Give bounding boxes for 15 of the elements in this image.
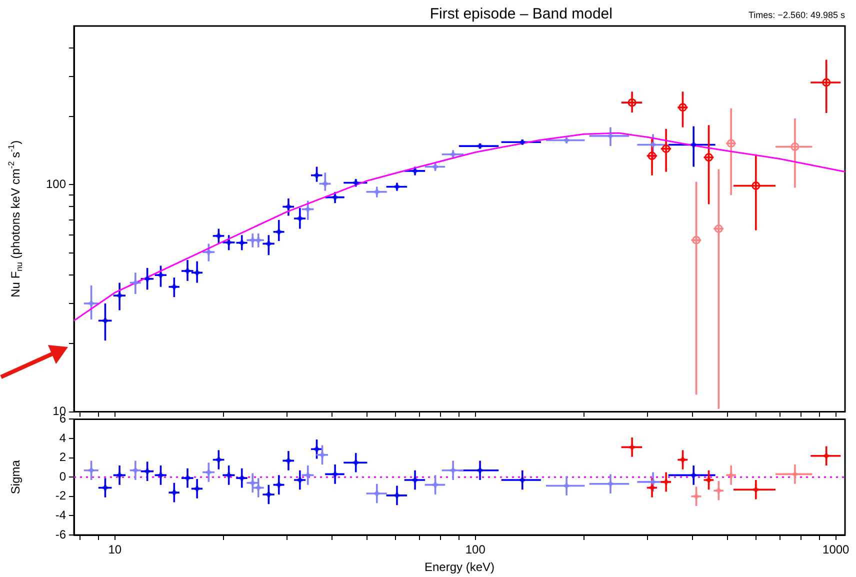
y-axis-title: Nu Fnu (photons keV cm-2 s-1) bbox=[6, 140, 24, 298]
y-tick-label: 4 bbox=[59, 430, 66, 445]
x-axis-title: Energy (keV) bbox=[424, 560, 495, 574]
y-axis-title: Sigma bbox=[8, 460, 22, 494]
y-tick-label: -2 bbox=[55, 488, 66, 503]
y-tick-label: 0 bbox=[59, 469, 66, 484]
y-tick-label: 2 bbox=[59, 450, 66, 464]
y-tick-label: -4 bbox=[55, 508, 66, 522]
x-tick-label: 10 bbox=[108, 542, 122, 557]
y-tick-label: 100 bbox=[46, 177, 66, 192]
x-tick-label: 1000 bbox=[822, 542, 850, 557]
text: Times: −2.560: 49.985 s bbox=[748, 10, 846, 20]
y-tick-label: -6 bbox=[55, 527, 66, 542]
chart-title: First episode – Band model bbox=[430, 6, 612, 23]
x-tick-label: 100 bbox=[465, 542, 486, 557]
